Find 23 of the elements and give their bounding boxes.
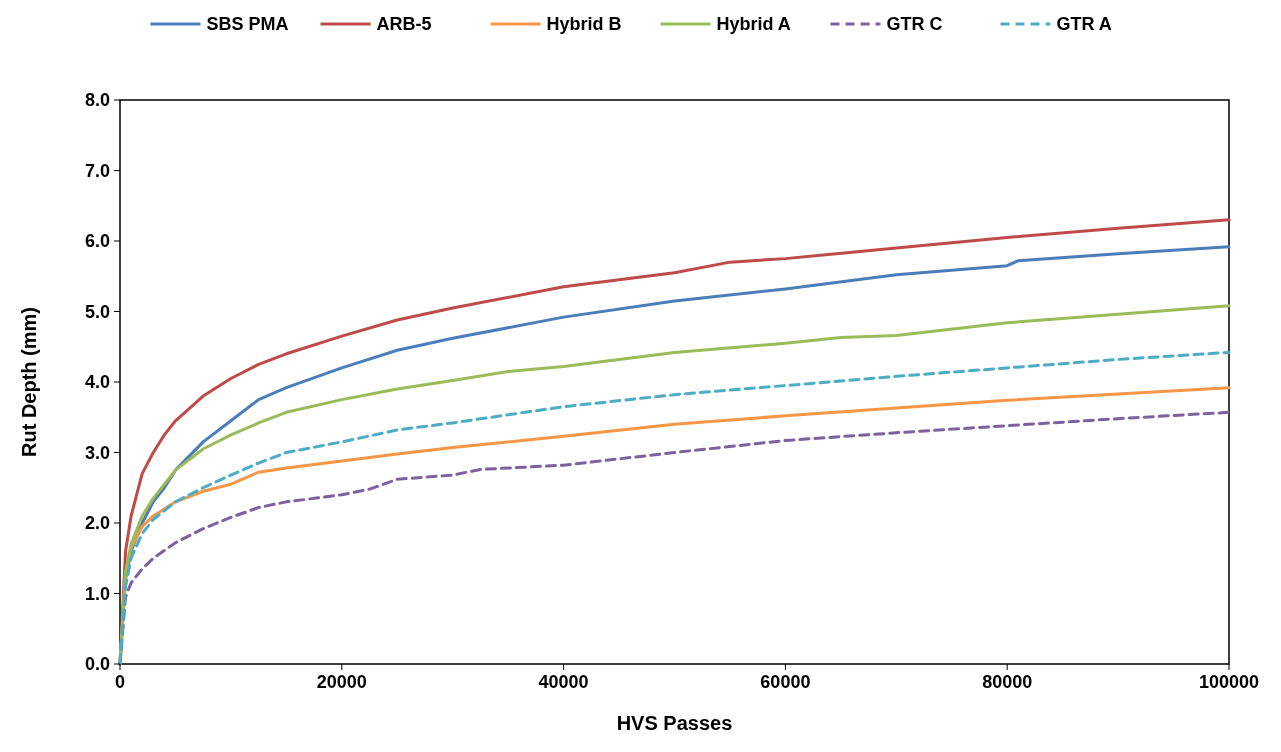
y-tick-label: 7.0 — [84, 160, 110, 181]
y-tick-label: 6.0 — [84, 231, 110, 251]
x-tick-label: 40000 — [538, 672, 589, 692]
y-tick-label: 0.0 — [84, 654, 110, 674]
legend-label: GTR A — [1056, 14, 1112, 34]
x-tick-label: 0 — [114, 672, 126, 692]
x-tick-label: 20000 — [316, 672, 367, 692]
legend-label: Hybrid B — [546, 14, 622, 34]
legend-label: SBS PMA — [206, 14, 289, 34]
legend-label: ARB-5 — [376, 14, 432, 34]
legend-label: GTR C — [886, 14, 943, 34]
legend-label: Hybrid A — [716, 14, 791, 34]
y-axis-title: Rut Depth (mm) — [18, 307, 40, 457]
y-tick-label: 8.0 — [84, 90, 110, 110]
y-tick-label: 5.0 — [84, 301, 110, 322]
x-tick-label: 100000 — [1198, 672, 1260, 692]
y-tick-label: 4.0 — [84, 372, 110, 392]
y-tick-label: 2.0 — [84, 513, 110, 533]
x-tick-label: 80000 — [982, 672, 1033, 692]
x-axis-title: HVS Passes — [616, 712, 733, 734]
y-tick-label: 1.0 — [84, 583, 110, 604]
y-tick-label: 3.0 — [84, 442, 110, 463]
x-tick-label: 60000 — [760, 672, 811, 692]
